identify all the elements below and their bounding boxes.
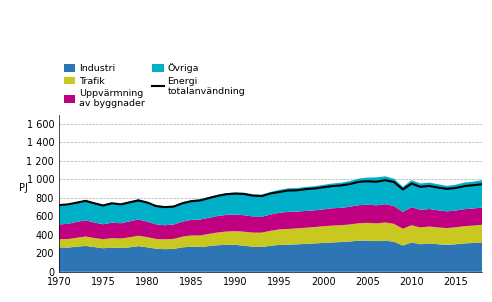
Legend: Industri, Trafik, Uppvärmning
av byggnader, Övriga, Energi
totalanvändning: Industri, Trafik, Uppvärmning av byggnad… [64, 63, 245, 108]
Y-axis label: PJ: PJ [19, 183, 28, 193]
